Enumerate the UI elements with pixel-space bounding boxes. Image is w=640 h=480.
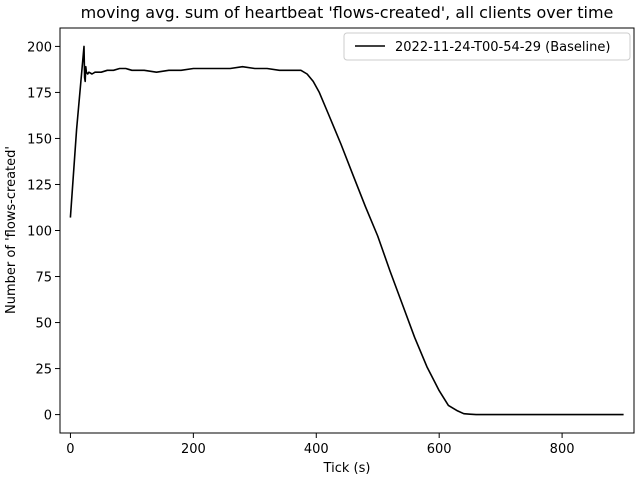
y-axis-label: Number of 'flows-created': [4, 146, 19, 314]
x-tick-label: 800: [550, 442, 575, 457]
y-tick-label: 100: [27, 225, 52, 240]
y-tick-label: 0: [44, 409, 52, 424]
y-tick-label: 25: [35, 363, 52, 378]
y-tick-label: 200: [27, 40, 52, 55]
legend-label: 2022-11-24-T00-54-29 (Baseline): [395, 40, 610, 55]
y-tick-label: 150: [27, 132, 52, 147]
y-axis-ticks: 0 25 50 75 100 125 150 175 200: [27, 40, 60, 424]
series-line-baseline: [69, 45, 624, 416]
x-axis-label: Tick (s): [323, 461, 371, 476]
x-tick-label: 400: [304, 442, 329, 457]
y-tick-label: 175: [27, 86, 52, 101]
x-tick-label: 200: [181, 442, 206, 457]
y-tick-label: 75: [35, 271, 52, 286]
x-tick-label: 0: [66, 442, 74, 457]
y-tick-label: 125: [27, 178, 52, 193]
y-tick-label: 50: [35, 317, 52, 332]
chart-title: moving avg. sum of heartbeat 'flows-crea…: [81, 3, 614, 22]
x-axis-ticks: 0 200 400 600 800: [66, 433, 575, 457]
legend: 2022-11-24-T00-54-29 (Baseline): [343, 32, 631, 61]
x-tick-label: 600: [427, 442, 452, 457]
legend-box: [343, 32, 631, 61]
